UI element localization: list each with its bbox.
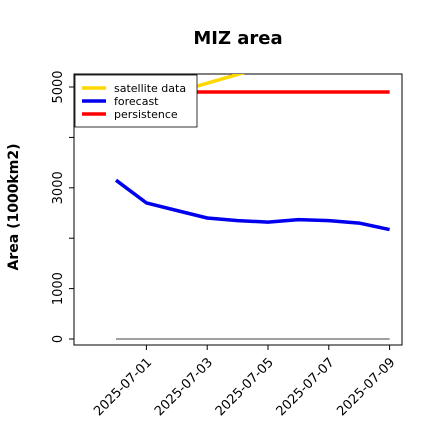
y-axis-label: Area (1000km2) — [6, 144, 22, 271]
y-tick-label: 0 — [51, 335, 66, 343]
x-axis: 2025-07-012025-07-032025-07-052025-07-07… — [91, 345, 398, 419]
x-tick-label: 2025-07-01 — [91, 355, 155, 419]
y-tick-label: 1000 — [51, 272, 66, 305]
x-tick-label: 2025-07-07 — [274, 355, 338, 419]
y-tick-label: 3000 — [51, 171, 66, 204]
x-tick-label: 2025-07-05 — [213, 355, 277, 419]
y-tick-label: 5000 — [51, 70, 66, 103]
y-axis: 0 1000 3000 5000 — [51, 70, 74, 343]
series-line-satellite-data — [176, 74, 245, 94]
legend-label: persistence — [114, 108, 178, 121]
series-line-forecast — [114, 178, 390, 232]
legend-label: forecast — [114, 95, 159, 108]
chart-title: MIZ area — [193, 28, 282, 49]
x-tick-label: 2025-07-09 — [334, 355, 398, 419]
legend-label: satellite data — [114, 82, 186, 95]
x-tick-label: 2025-07-03 — [152, 355, 216, 419]
